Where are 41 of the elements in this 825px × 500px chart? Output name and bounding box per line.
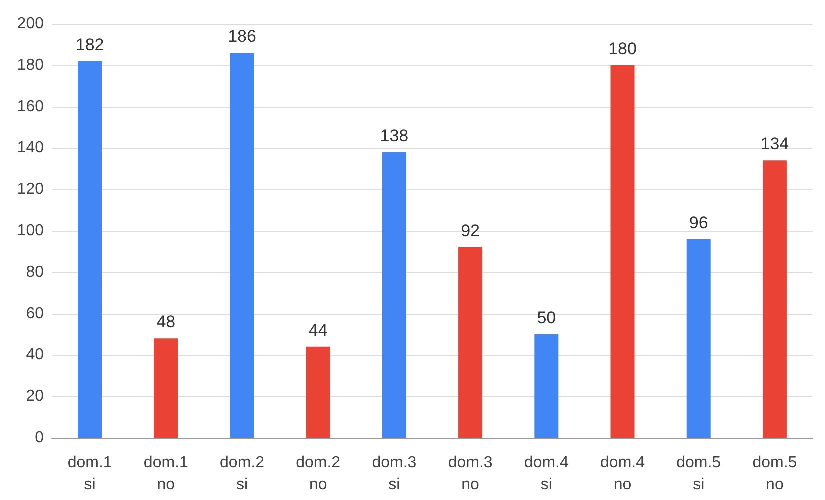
y-tick-label: 40: [26, 346, 44, 364]
y-tick-label: 60: [26, 305, 44, 322]
x-tick-label: dom.2 si: [220, 454, 265, 494]
y-tick-label: 160: [17, 98, 44, 116]
y-tick-label: 140: [17, 140, 44, 157]
data-label: 138: [380, 126, 409, 146]
data-label: 180: [608, 39, 637, 58]
bar: [686, 239, 711, 438]
x-tick-label: dom.1 si: [68, 454, 112, 494]
bar: [762, 160, 787, 438]
x-tick-label: dom.1 no: [144, 454, 188, 494]
y-tick-label: 120: [17, 181, 44, 198]
data-label: 134: [760, 134, 790, 154]
data-label: 96: [689, 213, 708, 232]
bar: [306, 346, 330, 438]
bar: [610, 65, 635, 438]
bar: [458, 248, 483, 438]
x-tick-label: dom.5 si: [676, 454, 722, 494]
x-tick-label: dom.2 no: [296, 454, 341, 494]
data-label: 186: [228, 26, 256, 46]
data-label: 92: [461, 222, 480, 241]
y-tick-label: 180: [17, 56, 44, 74]
data-label: 44: [308, 320, 328, 340]
data-label: 50: [537, 308, 556, 328]
x-tick-label: dom.5 no: [752, 454, 798, 494]
x-tick-label: dom.4 si: [524, 454, 569, 494]
data-label: 48: [156, 312, 176, 332]
x-tick-label: dom.3 no: [448, 454, 493, 494]
x-tick-label: dom.4 no: [600, 454, 646, 494]
x-tick-label: dom.3 si: [372, 454, 417, 494]
bar: [154, 338, 178, 438]
data-label: 182: [76, 35, 104, 54]
bar: [534, 334, 559, 438]
y-tick-label: 20: [26, 388, 44, 406]
y-tick-label: 100: [17, 222, 44, 240]
y-tick-label: 80: [26, 264, 44, 281]
bar: [382, 152, 406, 438]
y-tick-label: 200: [17, 16, 44, 32]
bar: [78, 61, 102, 438]
y-tick-label: 0: [35, 430, 44, 446]
bar: [230, 52, 254, 438]
